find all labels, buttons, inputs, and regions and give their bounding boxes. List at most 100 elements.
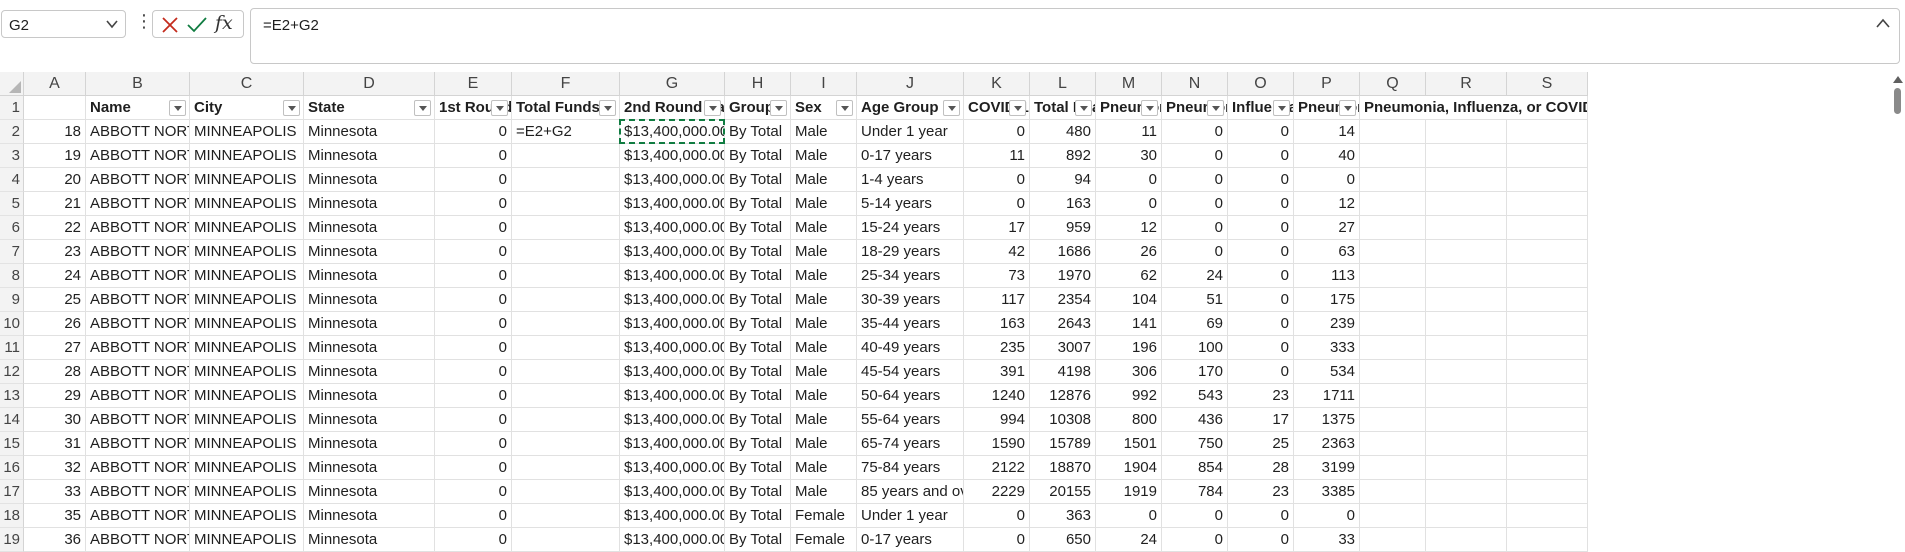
cell-l11[interactable]: 3007 xyxy=(1030,336,1096,360)
cell-b16[interactable]: ABBOTT NORTHWESTERN xyxy=(86,456,190,480)
cell-d16[interactable]: Minnesota xyxy=(304,456,435,480)
cell-s15[interactable] xyxy=(1507,432,1588,456)
cell-h4[interactable]: By Total xyxy=(725,168,791,192)
cell-q9[interactable] xyxy=(1360,288,1426,312)
cell-l6[interactable]: 959 xyxy=(1030,216,1096,240)
cell-f14[interactable] xyxy=(512,408,620,432)
cell-g13[interactable]: $13,400,000.00 xyxy=(620,384,725,408)
name-box[interactable]: G2 xyxy=(1,10,126,38)
cell-d5[interactable]: Minnesota xyxy=(304,192,435,216)
cell-p6[interactable]: 27 xyxy=(1294,216,1360,240)
chevron-up-icon[interactable] xyxy=(1875,17,1891,31)
cell-e1[interactable]: 1st Round xyxy=(435,96,512,120)
cell-e11[interactable]: 0 xyxy=(435,336,512,360)
cell-q3[interactable] xyxy=(1360,144,1426,168)
cell-a6[interactable]: 22 xyxy=(24,216,86,240)
cell-c9[interactable]: MINNEAPOLIS xyxy=(190,288,304,312)
cell-f10[interactable] xyxy=(512,312,620,336)
cell-g17[interactable]: $13,400,000.00 xyxy=(620,480,725,504)
cell-p9[interactable]: 175 xyxy=(1294,288,1360,312)
cell-r17[interactable] xyxy=(1426,480,1507,504)
cell-r12[interactable] xyxy=(1426,360,1507,384)
cell-s9[interactable] xyxy=(1507,288,1588,312)
cell-d18[interactable]: Minnesota xyxy=(304,504,435,528)
column-header-j[interactable]: J xyxy=(857,72,964,96)
filter-dropdown-icon[interactable] xyxy=(770,100,787,116)
column-header-c[interactable]: C xyxy=(190,72,304,96)
cell-m19[interactable]: 24 xyxy=(1096,528,1162,552)
cell-j1[interactable]: Age Group xyxy=(857,96,964,120)
cell-b1[interactable]: Name xyxy=(86,96,190,120)
cell-h18[interactable]: By Total xyxy=(725,504,791,528)
cell-g8[interactable]: $13,400,000.00 xyxy=(620,264,725,288)
cell-f1[interactable]: Total Funds xyxy=(512,96,620,120)
cell-k17[interactable]: 2229 xyxy=(964,480,1030,504)
cell-c1[interactable]: City xyxy=(190,96,304,120)
row-header-16[interactable]: 16 xyxy=(0,456,24,480)
cell-d6[interactable]: Minnesota xyxy=(304,216,435,240)
filter-dropdown-icon[interactable] xyxy=(169,100,186,116)
cell-k4[interactable]: 0 xyxy=(964,168,1030,192)
cell-m5[interactable]: 0 xyxy=(1096,192,1162,216)
cell-h17[interactable]: By Total xyxy=(725,480,791,504)
cell-e14[interactable]: 0 xyxy=(435,408,512,432)
filter-dropdown-icon[interactable] xyxy=(1273,100,1290,116)
cell-c17[interactable]: MINNEAPOLIS xyxy=(190,480,304,504)
cell-r6[interactable] xyxy=(1426,216,1507,240)
cell-h12[interactable]: By Total xyxy=(725,360,791,384)
cell-m10[interactable]: 141 xyxy=(1096,312,1162,336)
cell-r9[interactable] xyxy=(1426,288,1507,312)
cell-a5[interactable]: 21 xyxy=(24,192,86,216)
cell-j18[interactable]: Under 1 year xyxy=(857,504,964,528)
column-header-r[interactable]: R xyxy=(1426,72,1507,96)
cell-e13[interactable]: 0 xyxy=(435,384,512,408)
cell-j6[interactable]: 15-24 years xyxy=(857,216,964,240)
cell-e19[interactable]: 0 xyxy=(435,528,512,552)
filter-dropdown-icon[interactable] xyxy=(836,100,853,116)
cell-h2[interactable]: By Total xyxy=(725,120,791,144)
cell-r19[interactable] xyxy=(1426,528,1507,552)
cell-h5[interactable]: By Total xyxy=(725,192,791,216)
cell-k15[interactable]: 1590 xyxy=(964,432,1030,456)
cell-f2[interactable]: =E2+G2 xyxy=(512,120,620,144)
cell-l13[interactable]: 12876 xyxy=(1030,384,1096,408)
cell-n16[interactable]: 854 xyxy=(1162,456,1228,480)
cell-k5[interactable]: 0 xyxy=(964,192,1030,216)
cell-m2[interactable]: 11 xyxy=(1096,120,1162,144)
cell-r2[interactable] xyxy=(1426,120,1507,144)
cell-n4[interactable]: 0 xyxy=(1162,168,1228,192)
cell-i7[interactable]: Male xyxy=(791,240,857,264)
cell-b8[interactable]: ABBOTT NORTHWESTERN xyxy=(86,264,190,288)
cell-k8[interactable]: 73 xyxy=(964,264,1030,288)
cell-k12[interactable]: 391 xyxy=(964,360,1030,384)
cell-g7[interactable]: $13,400,000.00 xyxy=(620,240,725,264)
cell-p19[interactable]: 33 xyxy=(1294,528,1360,552)
cell-d9[interactable]: Minnesota xyxy=(304,288,435,312)
cell-c12[interactable]: MINNEAPOLIS xyxy=(190,360,304,384)
row-header-13[interactable]: 13 xyxy=(0,384,24,408)
vertical-scrollbar[interactable] xyxy=(1890,72,1905,552)
cell-b2[interactable]: ABBOTT NORTHWESTERN xyxy=(86,120,190,144)
cell-l19[interactable]: 650 xyxy=(1030,528,1096,552)
column-header-i[interactable]: I xyxy=(791,72,857,96)
cell-a18[interactable]: 35 xyxy=(24,504,86,528)
cell-c14[interactable]: MINNEAPOLIS xyxy=(190,408,304,432)
column-header-p[interactable]: P xyxy=(1294,72,1360,96)
cell-o9[interactable]: 0 xyxy=(1228,288,1294,312)
cell-b14[interactable]: ABBOTT NORTHWESTERN xyxy=(86,408,190,432)
cell-k18[interactable]: 0 xyxy=(964,504,1030,528)
column-header-d[interactable]: D xyxy=(304,72,435,96)
cell-q13[interactable] xyxy=(1360,384,1426,408)
row-header-7[interactable]: 7 xyxy=(0,240,24,264)
cell-h9[interactable]: By Total xyxy=(725,288,791,312)
cell-f19[interactable] xyxy=(512,528,620,552)
cell-f9[interactable] xyxy=(512,288,620,312)
cell-g9[interactable]: $13,400,000.00 xyxy=(620,288,725,312)
cell-e9[interactable]: 0 xyxy=(435,288,512,312)
cell-a1[interactable] xyxy=(24,96,86,120)
cell-f7[interactable] xyxy=(512,240,620,264)
cell-d14[interactable]: Minnesota xyxy=(304,408,435,432)
cell-q15[interactable] xyxy=(1360,432,1426,456)
filter-dropdown-icon[interactable] xyxy=(1339,100,1356,116)
cell-g4[interactable]: $13,400,000.00 xyxy=(620,168,725,192)
